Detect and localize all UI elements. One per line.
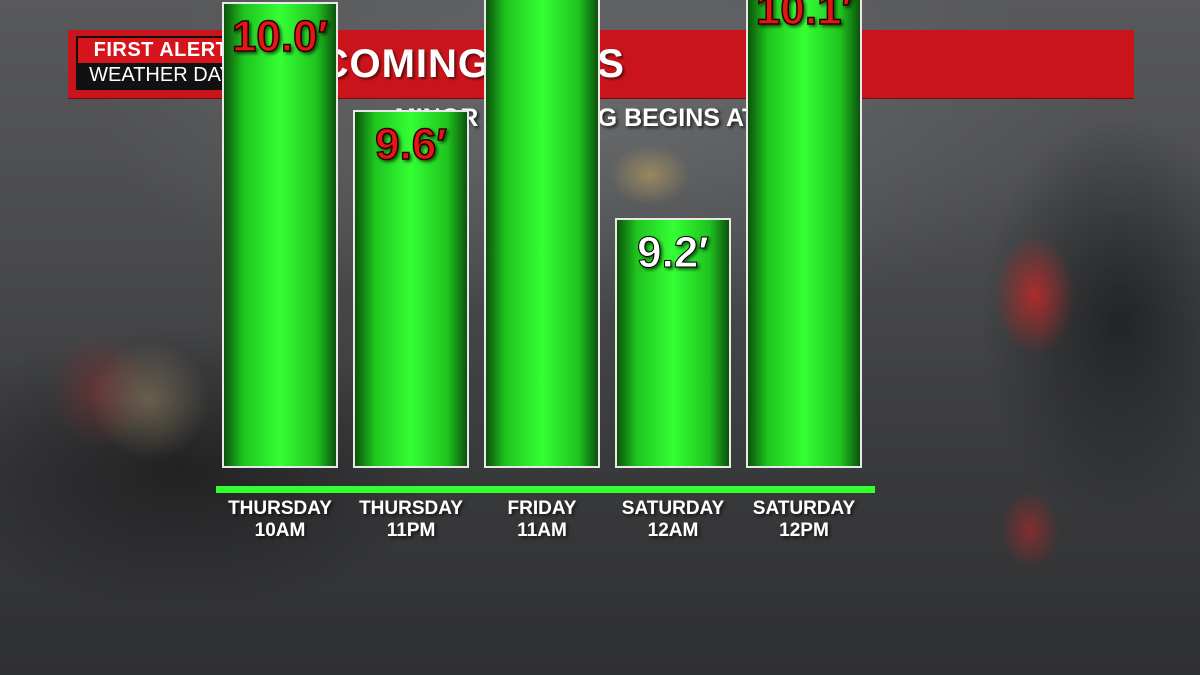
bar-3 <box>615 218 731 468</box>
x-tick-time-4: 12PM <box>779 520 829 541</box>
value-labels-layer: 10.0′9.6′10.4′9.2′10.1′ <box>231 0 853 278</box>
x-tick-day-1: THURSDAY <box>359 498 463 519</box>
logo-bottom-text: WEATHER DAY <box>78 63 244 88</box>
x-tick-day-2: FRIDAY <box>508 498 577 519</box>
logo-top-text: FIRST ALERT <box>78 38 244 63</box>
x-axis-baseline <box>216 486 875 493</box>
x-tick-day-4: SATURDAY <box>753 498 856 519</box>
bar-4 <box>746 0 862 468</box>
x-tick-day-0: THURSDAY <box>228 498 332 519</box>
x-axis-layer: THURSDAY10AMTHURSDAY11PMFRIDAY11AMSATURD… <box>216 486 875 541</box>
bar-1 <box>353 110 469 468</box>
x-tick-time-3: 12AM <box>648 520 699 541</box>
bar-0 <box>222 2 338 468</box>
x-tick-time-2: 11AM <box>517 520 567 541</box>
first-alert-weather-day-logo: FIRST ALERT WEATHER DAY <box>76 36 246 90</box>
x-tick-time-1: 11PM <box>387 520 436 541</box>
x-tick-day-3: SATURDAY <box>622 498 725 519</box>
bar-value-label-1: 9.6′ <box>375 120 447 169</box>
bar-value-label-3: 9.2′ <box>637 228 709 277</box>
bar-value-label-0: 10.0′ <box>232 12 328 61</box>
x-tick-time-0: 10AM <box>255 520 306 541</box>
bars-layer <box>222 0 862 468</box>
bar-value-label-4: 10.1′ <box>756 0 852 34</box>
bar-2 <box>484 0 600 468</box>
